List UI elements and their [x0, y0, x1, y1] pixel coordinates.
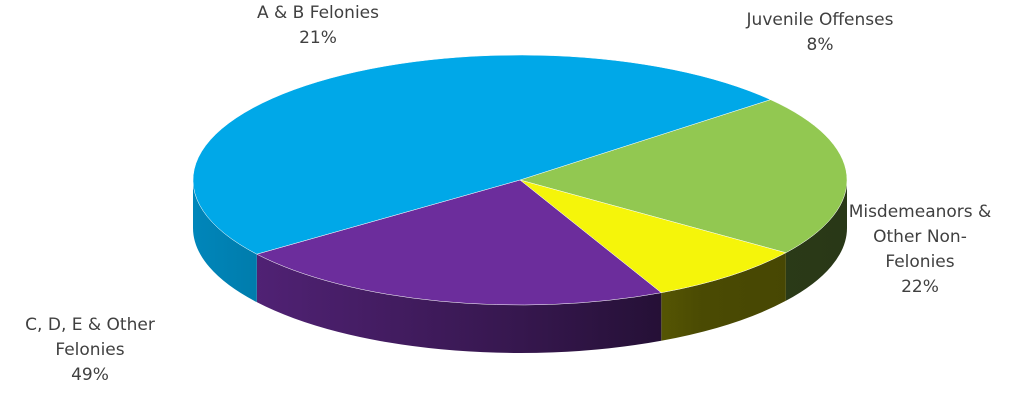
pie-labels: A & B Felonies 21% Juvenile Offenses 8% Misd… — [25, 3, 991, 385]
slice-value-label: 8% — [807, 35, 834, 55]
slice-category-label: Misdemeanors & — [849, 202, 992, 222]
pie-slice-0 — [519, 99, 848, 254]
slice-value-label: 49% — [71, 365, 109, 385]
slice-label-1: Juvenile Offenses 8% — [746, 10, 894, 55]
pie-slice-2 — [256, 179, 662, 306]
slice-category-label: C, D, E & Other — [25, 315, 155, 335]
slice-label-2: Misdemeanors & Other Non- Felonies 22% — [849, 202, 992, 297]
slice-value-label: 21% — [299, 28, 337, 48]
pie-sides — [193, 180, 848, 354]
slice-category-label: Juvenile Offenses — [746, 10, 894, 30]
pie-tops — [192, 54, 848, 306]
pie-side-3 — [193, 180, 257, 303]
slice-label-0: A & B Felonies 21% — [257, 3, 379, 48]
slice-category-label: Felonies — [885, 252, 954, 272]
slice-value-label: 22% — [901, 277, 939, 297]
pie-slice-1 — [519, 179, 787, 293]
slice-category-label: A & B Felonies — [257, 3, 379, 23]
pie-side-1 — [661, 252, 786, 341]
pie-side-0 — [785, 180, 848, 301]
pie-side-2 — [256, 254, 662, 354]
slice-category-label: Felonies — [55, 340, 124, 360]
pie-slice-3 — [192, 54, 772, 255]
slice-category-label: Other Non- — [873, 227, 967, 247]
slice-label-3: C, D, E & Other Felonies 49% — [25, 315, 155, 385]
